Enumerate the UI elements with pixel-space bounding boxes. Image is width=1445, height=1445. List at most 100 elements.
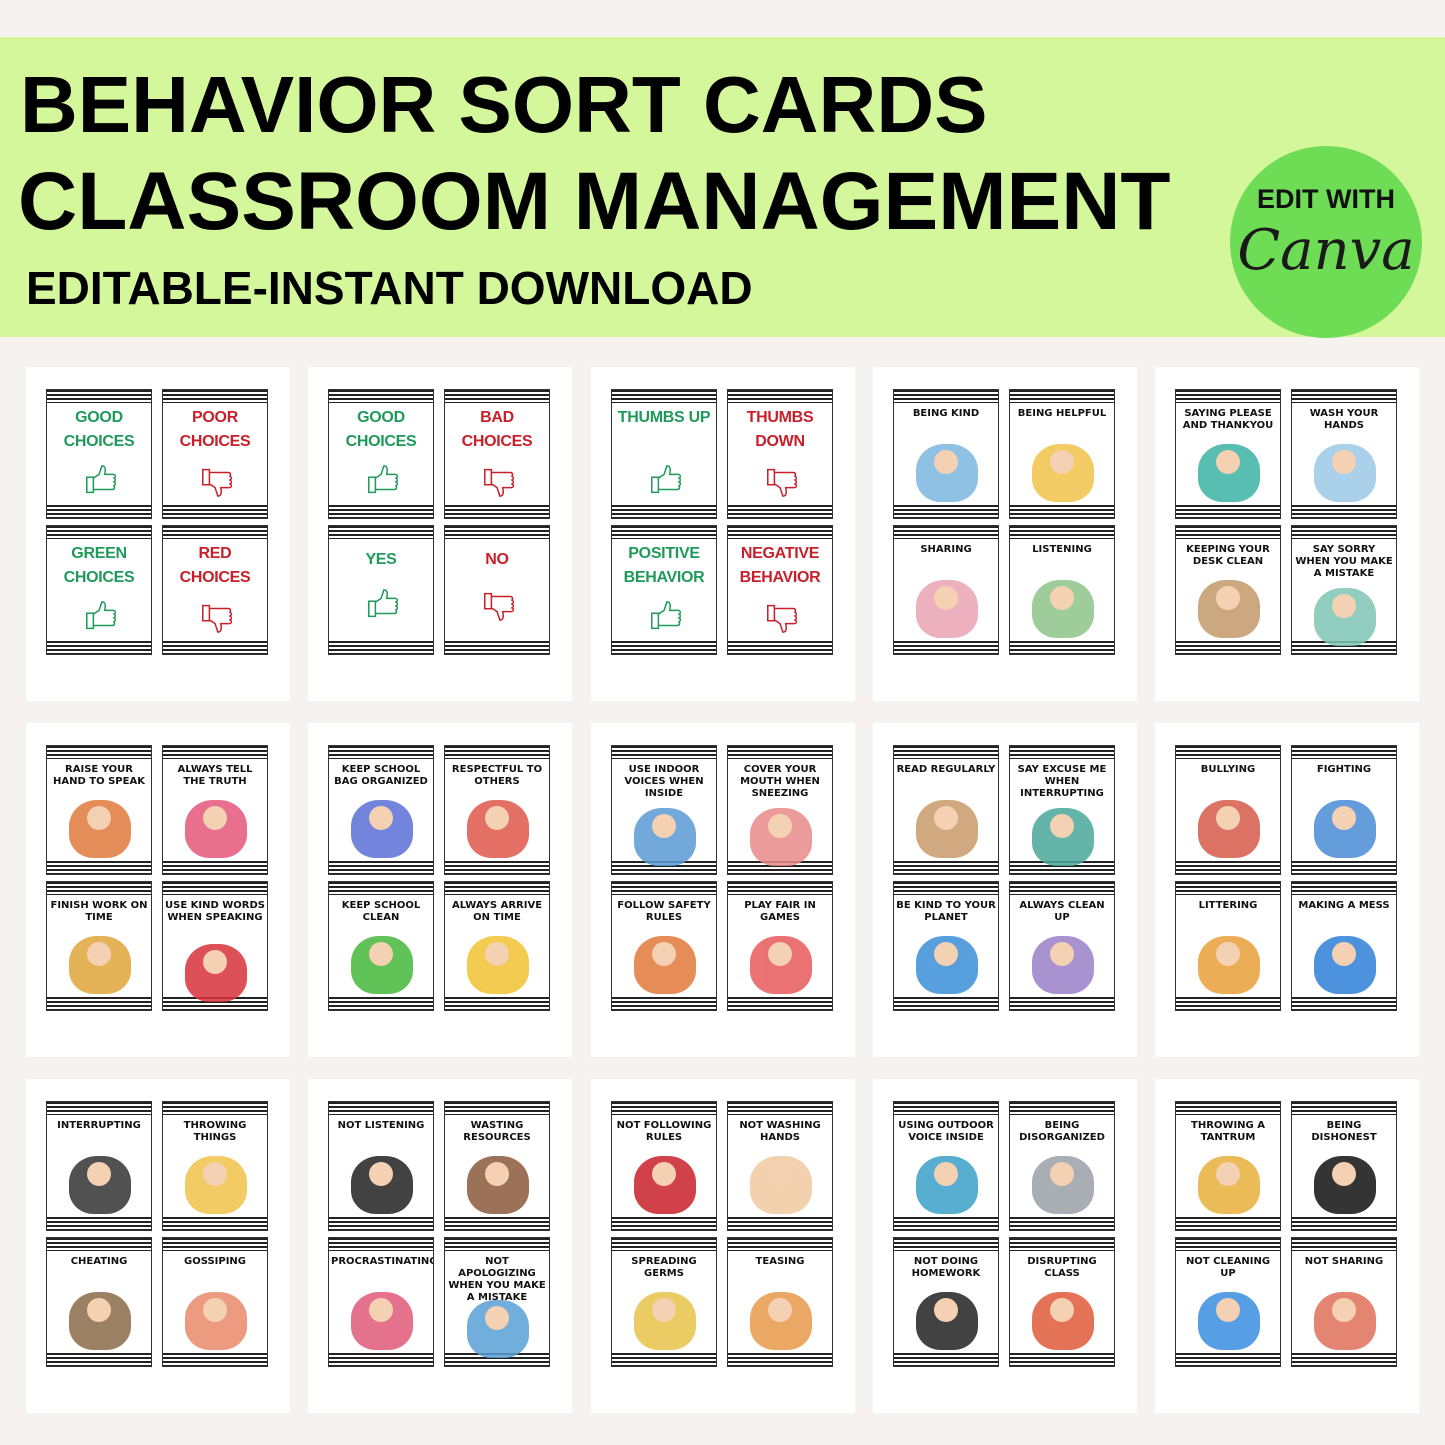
behavior-card: THROWING A TANTRUM xyxy=(1175,1101,1281,1231)
card-label: DISRUPTING CLASS xyxy=(1027,1256,1097,1279)
zigzag-border xyxy=(47,1353,151,1366)
behavior-card: GOOD CHOICES xyxy=(328,389,434,519)
zigzag-border xyxy=(728,1238,832,1251)
zigzag-border xyxy=(445,1217,549,1230)
warning-illustration-icon xyxy=(634,936,696,994)
kid-illustration-icon xyxy=(351,1292,413,1350)
zigzag-border xyxy=(445,746,549,759)
zigzag-border xyxy=(894,997,998,1010)
card-label: NEGATIVE BEHAVIOR xyxy=(739,545,821,586)
zigzag-border xyxy=(47,1102,151,1115)
behavior-card: LISTENING xyxy=(1009,525,1115,655)
title-line-2: CLASSROOM MANAGEMENT xyxy=(18,156,1171,247)
behavior-card: NEGATIVE BEHAVIOR xyxy=(727,525,833,655)
zigzag-border xyxy=(1010,746,1114,759)
card-label: NOT SHARING xyxy=(1304,1256,1384,1267)
card-sheet: USE INDOOR VOICES WHEN INSIDE COVER YOUR … xyxy=(591,723,855,1057)
zigzag-border xyxy=(329,1217,433,1230)
zigzag-border xyxy=(728,882,832,895)
kid-illustration-icon xyxy=(69,800,131,858)
card-label: RESPECTFUL TO OTHERS xyxy=(451,764,543,787)
handwashing-illustration-icon xyxy=(1314,444,1376,502)
thumbs-up-icon xyxy=(651,601,682,630)
zigzag-border xyxy=(1010,390,1114,403)
zigzag-border xyxy=(47,1217,151,1230)
behavior-card: BEING HELPFUL xyxy=(1009,389,1115,519)
card-label: BE KIND TO YOUR PLANET xyxy=(896,900,996,923)
card-label: FOLLOW SAFETY RULES xyxy=(617,900,711,923)
zigzag-border xyxy=(728,526,832,539)
behavior-card: PLAY FAIR IN GAMES xyxy=(727,881,833,1011)
zigzag-border xyxy=(1292,505,1396,518)
zigzag-border xyxy=(1176,1217,1280,1230)
zigzag-border xyxy=(329,882,433,895)
behavior-card: NOT FOLLOWING RULES xyxy=(611,1101,717,1231)
zigzag-border xyxy=(163,526,267,539)
behavior-card: SHARING xyxy=(893,525,999,655)
card-label: FIGHTING xyxy=(1316,764,1372,775)
thumbs-down-icon xyxy=(202,604,233,633)
zigzag-border xyxy=(1292,390,1396,403)
card-sheet: KEEP SCHOOL BAG ORGANIZED RESPECTFUL TO O… xyxy=(308,723,572,1057)
zigzag-border xyxy=(329,1238,433,1251)
zigzag-border xyxy=(445,526,549,539)
behavior-card: KEEPING YOUR DESK CLEAN xyxy=(1175,525,1281,655)
kids-illustration-icon xyxy=(1032,444,1094,502)
zigzag-border xyxy=(894,1238,998,1251)
zigzag-border xyxy=(894,746,998,759)
zigzag-border xyxy=(612,882,716,895)
zigzag-border xyxy=(728,861,832,874)
kid-illustration-icon xyxy=(1198,936,1260,994)
zigzag-border xyxy=(1176,526,1280,539)
thumbs-up-icon xyxy=(86,465,117,494)
people-illustration-icon xyxy=(467,800,529,858)
card-label: POSITIVE BEHAVIOR xyxy=(623,545,705,586)
thumbs-down-icon xyxy=(484,468,515,497)
card-label: GREEN CHOICES xyxy=(63,545,135,586)
behavior-card: KEEP SCHOOL CLEAN xyxy=(328,881,434,1011)
zigzag-border xyxy=(1292,997,1396,1010)
behavior-card: ALWAYS TELL THE TRUTH xyxy=(162,745,268,875)
zigzag-border xyxy=(47,390,151,403)
behavior-card: NOT DOING HOMEWORK xyxy=(893,1237,999,1367)
zigzag-border xyxy=(1292,746,1396,759)
thumbs-down-icon xyxy=(484,592,515,621)
behavior-card: ALWAYS ARRIVE ON TIME xyxy=(444,881,550,1011)
card-label: KEEP SCHOOL CLEAN xyxy=(341,900,421,923)
card-sheet: NOT LISTENING WASTING RESOURCES PROCRASTIN… xyxy=(308,1079,572,1413)
card-label: NOT LISTENING xyxy=(337,1120,425,1131)
zigzag-border xyxy=(1292,1353,1396,1366)
card-label: USE INDOOR VOICES WHEN INSIDE xyxy=(624,764,704,799)
kid-illustration-icon xyxy=(750,1292,812,1350)
card-label: LITTERING xyxy=(1198,900,1258,911)
behavior-card: GOOD CHOICES xyxy=(46,389,152,519)
behavior-card: GOSSIPING xyxy=(162,1237,268,1367)
finger-illustration-icon xyxy=(1032,808,1094,866)
zigzag-border xyxy=(894,861,998,874)
toys-illustration-icon xyxy=(1032,936,1094,994)
card-label: SPREADING GERMS xyxy=(631,1256,697,1279)
card-sheet: SAYING PLEASE AND THANKYOU WASH YOUR HAND… xyxy=(1155,367,1419,701)
zigzag-border xyxy=(728,746,832,759)
zigzag-border xyxy=(445,1102,549,1115)
behavior-card: NOT WASHING HANDS xyxy=(727,1101,833,1231)
card-label: BULLYING xyxy=(1200,764,1256,775)
zigzag-border xyxy=(329,641,433,654)
zigzag-border xyxy=(329,997,433,1010)
zigzag-border xyxy=(1292,641,1396,654)
behavior-card: SPREADING GERMS xyxy=(611,1237,717,1367)
behavior-card: FINISH WORK ON TIME xyxy=(46,881,152,1011)
behavior-card: THUMBS UP xyxy=(611,389,717,519)
card-sheet: THUMBS UP THUMBS DOWN POSITIVE BEHAVIOR NEG… xyxy=(591,367,855,701)
card-label: GOOD CHOICES xyxy=(345,409,417,450)
title-banner: BEHAVIOR SORT CARDS CLASSROOM MANAGEMENT… xyxy=(0,37,1445,337)
zigzag-border xyxy=(329,746,433,759)
behavior-card: RAISE YOUR HAND TO SPEAK xyxy=(46,745,152,875)
kid-illustration-icon xyxy=(467,1300,529,1358)
behavior-card: THUMBS DOWN xyxy=(727,389,833,519)
zigzag-border xyxy=(163,1353,267,1366)
card-label: NOT CLEANING UP xyxy=(1185,1256,1271,1279)
zigzag-border xyxy=(894,641,998,654)
zigzag-border xyxy=(445,641,549,654)
card-sheet: READ REGULARLY SAY EXCUSE ME WHEN INTERRU… xyxy=(873,723,1137,1057)
